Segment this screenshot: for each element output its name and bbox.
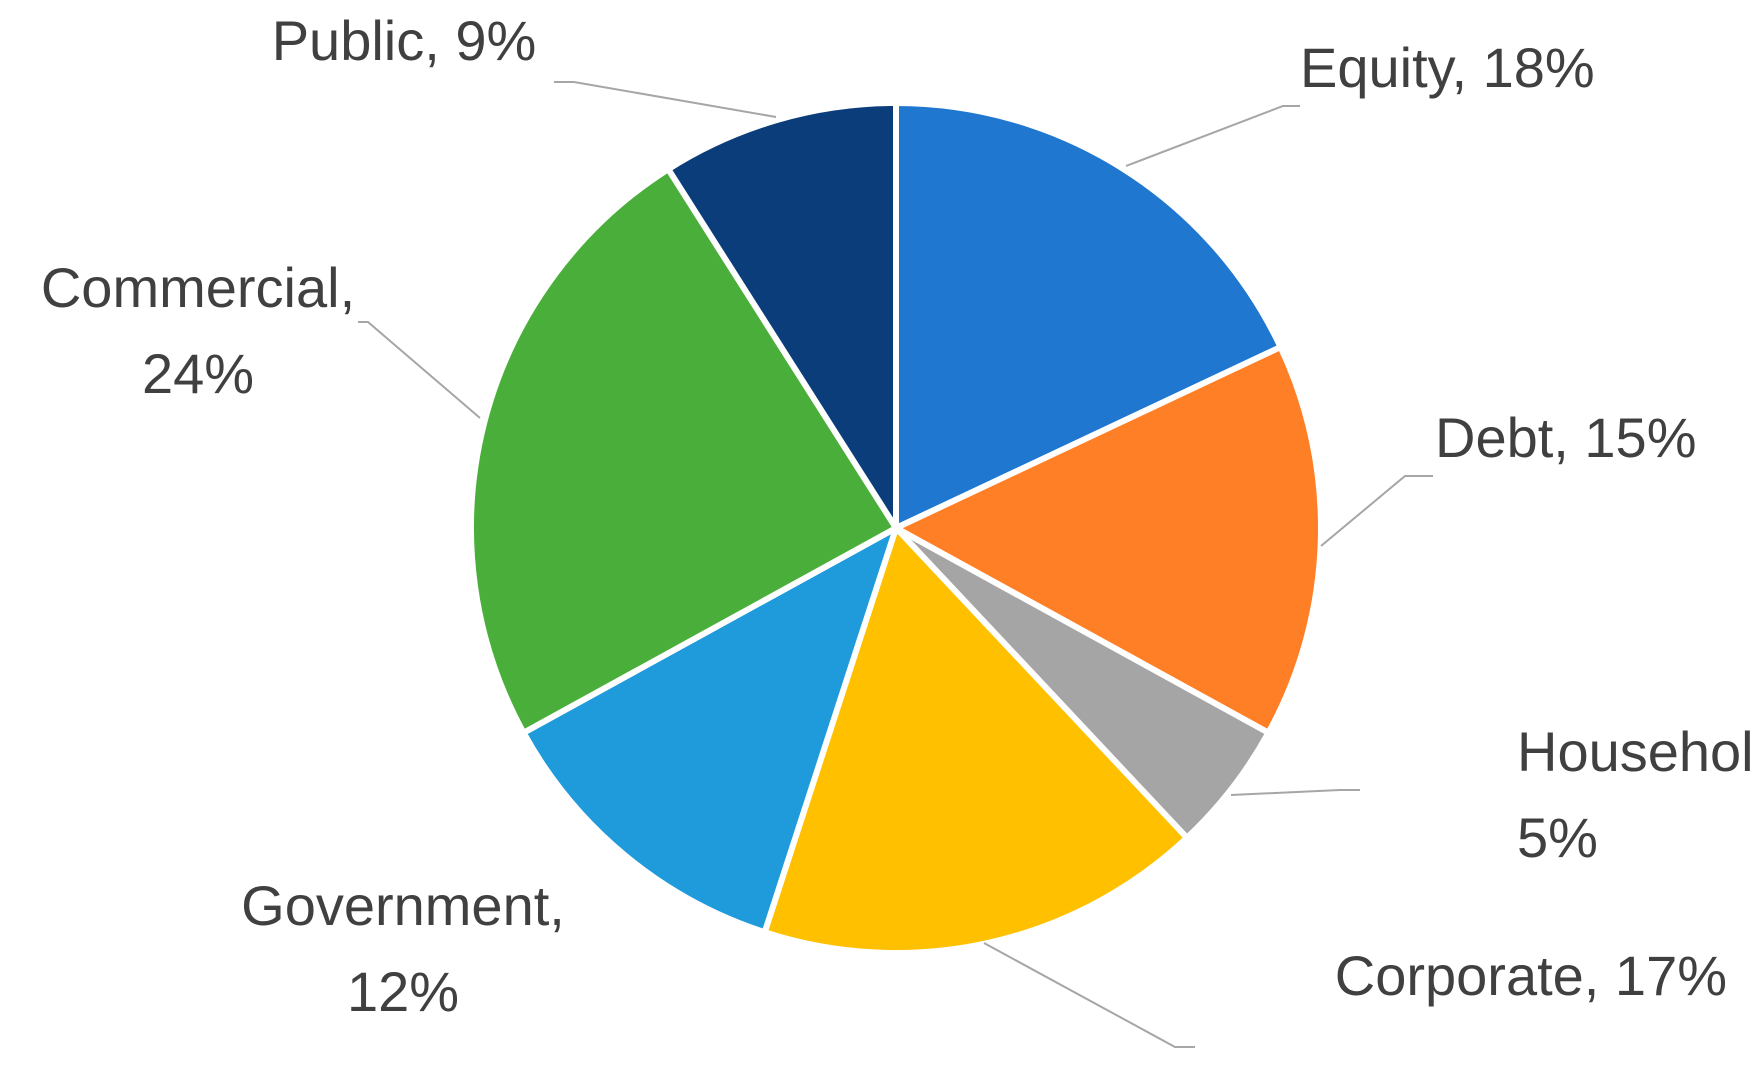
pie-slice-government (520, 525, 899, 936)
slice-label-line: Household, (1517, 720, 1752, 783)
leader-line-household (1230, 789, 1360, 796)
leader-lines (358, 81, 1433, 1048)
slice-label-line: Commercial, (41, 256, 355, 319)
slice-label-commercial: Commercial, 24% (41, 256, 355, 405)
slice-label-line: 12% (347, 960, 459, 1023)
slice-label-public: Public, 9% (272, 9, 537, 72)
slice-label-debt: Debt, 15% (1435, 406, 1697, 469)
pie-slices (468, 100, 1324, 956)
pie-slice-corporate (761, 525, 1190, 956)
pie-slice-debt (893, 344, 1324, 736)
slice-label-line: Equity, 18% (1300, 36, 1595, 99)
leader-line-corporate (983, 942, 1195, 1048)
leader-line-equity (1125, 105, 1300, 167)
leader-line-public (554, 81, 777, 118)
slice-label-government: Government, 12% (241, 874, 565, 1023)
slice-label-line: 24% (142, 342, 254, 405)
slice-label-line: 5% (1517, 806, 1598, 869)
slice-label-line: Public, 9% (272, 9, 537, 72)
pie-slice-commercial (468, 166, 899, 736)
slice-label-corporate: Corporate, 17% (1335, 944, 1727, 1007)
slice-label-household: Household, 5% (1517, 720, 1752, 869)
slice-labels: Equity, 18% Debt, 15% Household, 5% Corporat… (41, 9, 1752, 1023)
pie-slice-equity (893, 100, 1284, 531)
slice-label-line: Debt, 15% (1435, 406, 1697, 469)
slice-label-equity: Equity, 18% (1300, 36, 1595, 99)
leader-line-debt (1320, 475, 1433, 547)
slice-label-line: Corporate, 17% (1335, 944, 1727, 1007)
slice-label-line: Government, (241, 874, 565, 937)
pie-slice-public (665, 100, 899, 531)
leader-line-commercial (358, 321, 481, 419)
